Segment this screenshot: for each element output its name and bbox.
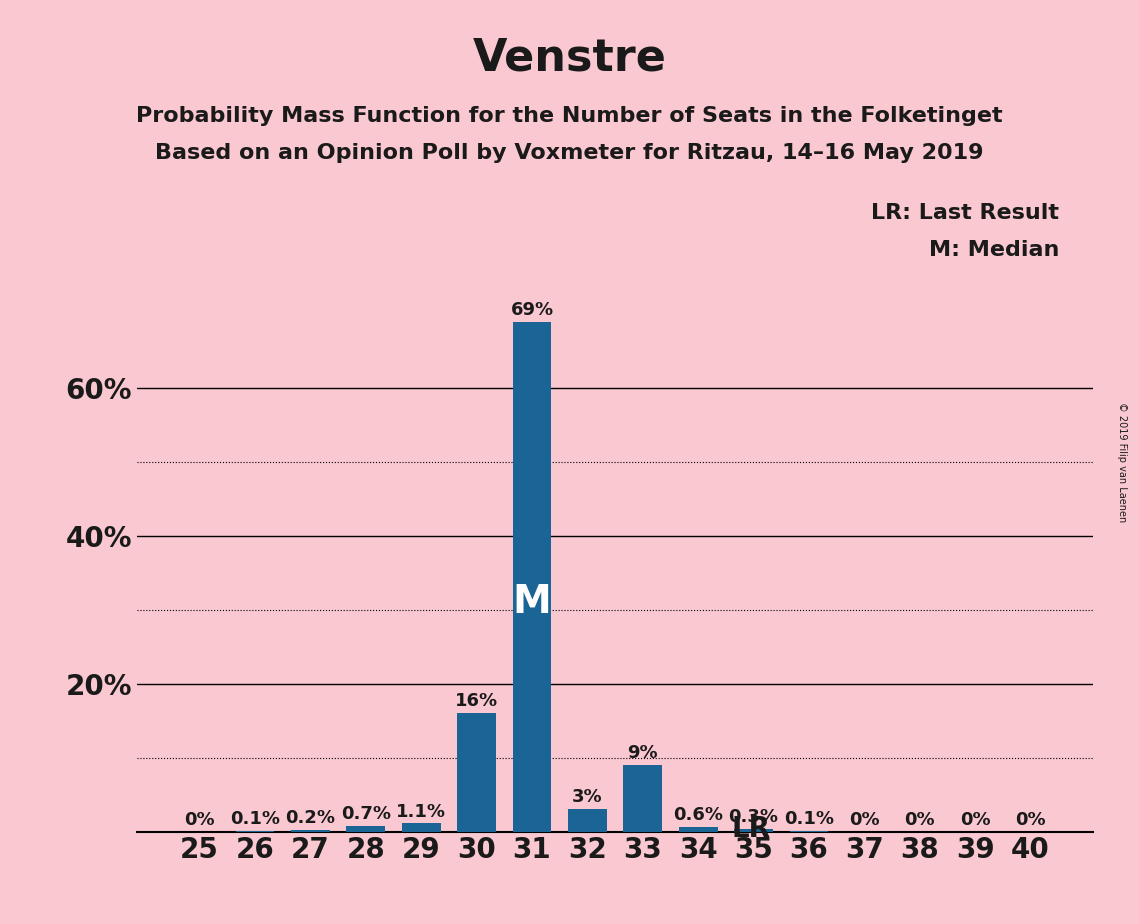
Bar [679, 827, 718, 832]
Text: 0.7%: 0.7% [341, 806, 391, 823]
Text: Based on an Opinion Poll by Voxmeter for Ritzau, 14–16 May 2019: Based on an Opinion Poll by Voxmeter for… [155, 143, 984, 164]
Text: 9%: 9% [628, 744, 658, 762]
Text: 3%: 3% [572, 788, 603, 807]
Text: 0.1%: 0.1% [230, 810, 280, 828]
Text: LR: LR [731, 815, 770, 844]
Text: 0%: 0% [904, 810, 935, 829]
Bar [457, 713, 495, 832]
Text: 0.2%: 0.2% [286, 809, 335, 827]
Text: 69%: 69% [510, 300, 554, 319]
Text: M: M [513, 583, 551, 621]
Text: 0%: 0% [185, 810, 215, 829]
Bar [623, 765, 662, 832]
Text: Venstre: Venstre [473, 37, 666, 80]
Text: 0%: 0% [849, 810, 879, 829]
Text: 0%: 0% [960, 810, 991, 829]
Text: Probability Mass Function for the Number of Seats in the Folketinget: Probability Mass Function for the Number… [137, 106, 1002, 127]
Bar [568, 809, 607, 832]
Bar [346, 826, 385, 832]
Bar [290, 830, 330, 832]
Bar [402, 823, 441, 832]
Text: 0.6%: 0.6% [673, 807, 723, 824]
Text: © 2019 Filip van Laenen: © 2019 Filip van Laenen [1117, 402, 1126, 522]
Text: 16%: 16% [454, 692, 498, 711]
Text: M: Median: M: Median [929, 240, 1059, 261]
Bar [513, 322, 551, 832]
Text: LR: Last Result: LR: Last Result [871, 203, 1059, 224]
Text: 0%: 0% [1015, 810, 1046, 829]
Text: 0.3%: 0.3% [729, 808, 779, 826]
Bar [735, 830, 773, 832]
Text: 1.1%: 1.1% [396, 803, 446, 821]
Text: 0.1%: 0.1% [784, 810, 834, 828]
